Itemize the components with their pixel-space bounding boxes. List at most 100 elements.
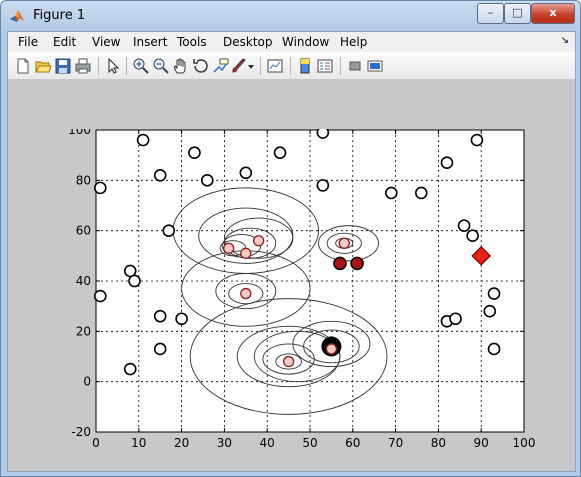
- visited-node-marker[interactable]: [240, 247, 252, 259]
- node-marker[interactable]: [440, 156, 454, 170]
- menu-edit[interactable]: Edit: [53, 35, 77, 49]
- matlab-logo-icon: [10, 10, 24, 22]
- visited-node-marker[interactable]: [282, 355, 295, 368]
- hide-plot-tools-icon[interactable]: [346, 57, 364, 75]
- node-marker[interactable]: [200, 174, 214, 187]
- range-circle: [215, 272, 277, 310]
- node-marker[interactable]: [316, 129, 330, 139]
- node-marker[interactable]: [153, 309, 167, 323]
- minimize-button[interactable]: –: [477, 3, 504, 24]
- node-marker[interactable]: [123, 362, 137, 376]
- x-tick-label: 100: [513, 436, 536, 450]
- colorbar-icon[interactable]: [296, 57, 314, 75]
- node-marker[interactable]: [466, 229, 479, 242]
- menu-tools[interactable]: Tools: [177, 35, 207, 49]
- data-cursor-icon[interactable]: [212, 57, 230, 75]
- visited-node-marker[interactable]: [240, 287, 252, 300]
- node-marker[interactable]: [153, 168, 167, 182]
- node-marker[interactable]: [239, 166, 253, 180]
- menu-desktop[interactable]: Desktop: [223, 35, 273, 49]
- node-marker[interactable]: [449, 312, 462, 326]
- node-marker[interactable]: [136, 133, 150, 147]
- node-marker[interactable]: [128, 274, 141, 288]
- node-marker[interactable]: [175, 312, 188, 326]
- figure-toolbar: [8, 52, 575, 80]
- node-marker[interactable]: [414, 186, 428, 200]
- show-plot-tools-icon[interactable]: [366, 57, 384, 75]
- range-circle: [292, 320, 371, 368]
- legend-icon[interactable]: [316, 57, 334, 75]
- x-tick-label: 80: [431, 436, 446, 450]
- node-marker[interactable]: [487, 342, 501, 356]
- node-marker[interactable]: [162, 224, 176, 237]
- node-marker[interactable]: [93, 289, 107, 303]
- y-tick-label: 40: [76, 274, 91, 288]
- node-marker[interactable]: [483, 304, 497, 318]
- y-tick-label: 0: [83, 375, 91, 389]
- window-title: Figure 1: [33, 8, 86, 23]
- range-circle: [318, 225, 379, 262]
- x-tick-label: 20: [174, 436, 189, 450]
- open-file-icon[interactable]: [34, 57, 52, 75]
- range-circle: [326, 232, 362, 254]
- zoom-in-icon[interactable]: [132, 57, 150, 75]
- menu-view[interactable]: View: [92, 35, 121, 49]
- menu-file[interactable]: File: [18, 35, 39, 49]
- menu-insert[interactable]: Insert: [133, 35, 168, 49]
- new-figure-icon[interactable]: [14, 57, 32, 75]
- brush-dropdown-icon[interactable]: [246, 57, 256, 75]
- node-marker[interactable]: [487, 287, 501, 300]
- x-tick-label: 50: [302, 436, 317, 450]
- toolbar-separator: [126, 57, 127, 75]
- node-marker[interactable]: [316, 179, 330, 192]
- title-bar[interactable]: Figure 1 – □ x: [1, 1, 580, 31]
- x-tick-label: 40: [260, 436, 275, 450]
- red-node-marker[interactable]: [350, 256, 364, 271]
- node-markers: [93, 129, 501, 376]
- x-tick-label: 0: [92, 436, 100, 450]
- range-circle: [253, 330, 341, 383]
- figure-canvas: 0 10 20 30 40 50 60 70 80 90 100 -20 0 20 40 60 80 100: [8, 79, 575, 471]
- y-tick-label: 20: [76, 324, 91, 338]
- toolbar-separator: [98, 57, 99, 75]
- toolbar-separator: [260, 57, 261, 75]
- maximize-button[interactable]: □: [504, 3, 531, 24]
- node-marker[interactable]: [385, 186, 398, 200]
- node-marker[interactable]: [457, 219, 471, 232]
- x-tick-label: 70: [388, 436, 403, 450]
- node-marker[interactable]: [470, 133, 484, 147]
- edit-plot-arrow-icon[interactable]: [104, 57, 122, 75]
- zoom-out-icon[interactable]: [152, 57, 170, 75]
- link-plot-icon[interactable]: [266, 57, 284, 75]
- y-tick-label: 80: [76, 173, 91, 187]
- menu-help[interactable]: Help: [340, 35, 368, 49]
- target-diamond-marker[interactable]: [471, 245, 492, 266]
- x-tick-label: 90: [474, 436, 489, 450]
- visited-node-marker[interactable]: [338, 237, 350, 249]
- node-marker[interactable]: [93, 181, 107, 195]
- print-icon[interactable]: [74, 57, 92, 75]
- visited-node-marker[interactable]: [325, 343, 338, 355]
- close-button[interactable]: x: [531, 3, 575, 24]
- y-tick-label: -20: [71, 425, 91, 439]
- rotate-3d-icon[interactable]: [192, 57, 210, 75]
- node-marker[interactable]: [188, 146, 201, 159]
- range-circle: [303, 329, 360, 364]
- menu-window[interactable]: Window: [282, 35, 330, 49]
- visited-node-marker[interactable]: [252, 235, 265, 247]
- pan-hand-icon[interactable]: [172, 57, 190, 75]
- node-marker[interactable]: [273, 146, 287, 159]
- node-marker[interactable]: [153, 342, 167, 356]
- x-tick-label: 30: [217, 436, 232, 450]
- menubar-dock-arrow-icon[interactable]: ↘: [560, 35, 569, 46]
- brush-icon[interactable]: [230, 57, 248, 75]
- save-icon[interactable]: [54, 57, 72, 75]
- red-node-marker[interactable]: [333, 256, 347, 271]
- range-circle: [223, 217, 294, 259]
- y-tick-label: 60: [76, 224, 91, 238]
- visited-node-marker[interactable]: [223, 242, 235, 254]
- figure-client-area: File Edit View Insert Tools Desktop Wind…: [7, 31, 576, 472]
